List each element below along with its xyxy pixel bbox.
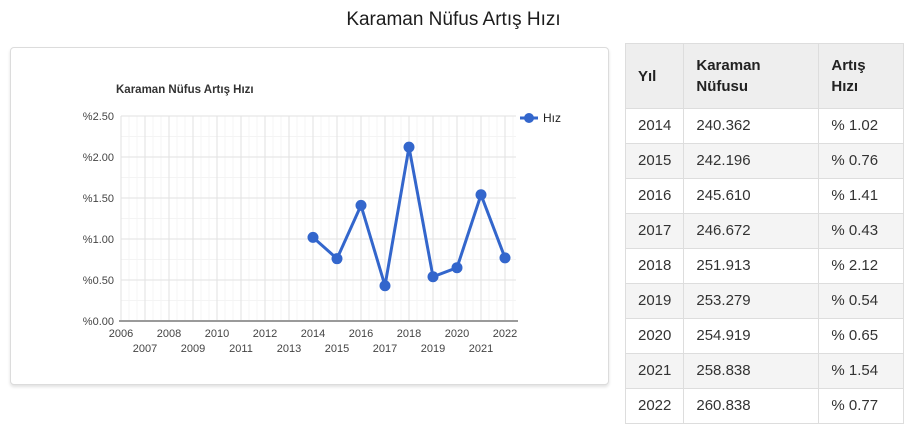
x-axis-tick-label: 2009 <box>181 343 205 355</box>
population-cell: 253.279 <box>683 283 820 319</box>
year-cell: 2019 <box>624 283 685 319</box>
x-axis-tick-label: 2022 <box>493 328 517 340</box>
data-point[interactable] <box>451 262 463 274</box>
data-point[interactable] <box>403 141 415 153</box>
year-cell: 2022 <box>624 388 685 424</box>
table-row: 2015 242.196% 0.76 <box>624 143 905 179</box>
y-axis-tick-label: %2.50 <box>83 111 114 123</box>
table-row: 2017 246.672% 0.43 <box>624 213 905 249</box>
year-cell: 2018 <box>624 248 685 284</box>
population-cell: 242.196 <box>683 143 820 179</box>
growth-rate-cell: % 1.02 <box>818 108 905 144</box>
year-cell: 2015 <box>624 143 685 179</box>
year-cell: 2017 <box>624 213 685 249</box>
population-cell: 258.838 <box>683 353 820 389</box>
column-header-year: Yıl <box>624 43 685 109</box>
growth-rate-cell: % 1.54 <box>818 353 905 389</box>
growth-rate-cell: % 2.12 <box>818 248 905 284</box>
y-axis-tick-label: %0.00 <box>83 316 114 328</box>
data-point[interactable] <box>379 280 391 292</box>
population-cell: 251.913 <box>683 248 820 284</box>
page-title: Karaman Nüfus Artış Hızı <box>346 9 561 30</box>
chart-card: %0.00 %0.50 %1.00 %1.50 %2.00 %2.50 2006 2007 20… <box>10 47 609 385</box>
column-header-growth-rate: Artış Hızı <box>818 43 905 109</box>
x-axis-tick-label: 2006 <box>109 328 133 340</box>
population-table-container: Yıl Karaman Nüfusu Artış Hızı 2014 240.362%… <box>624 43 905 424</box>
table-row: 2014 240.362% 1.02 <box>624 108 905 144</box>
x-axis-tick-label: 2012 <box>253 328 277 340</box>
table-body: 2014 240.362% 1.02 2015 242.196% 0.76 2016 24… <box>624 108 905 424</box>
x-axis-tick-label: 2018 <box>397 328 421 340</box>
data-point[interactable] <box>475 189 487 201</box>
x-axis-tick-label: 2016 <box>349 328 373 340</box>
table-row: 2020 254.919% 0.65 <box>624 318 905 354</box>
year-cell: 2016 <box>624 178 685 214</box>
gridlines <box>120 115 516 321</box>
x-axis-tick-label: 2017 <box>373 343 397 355</box>
table-row: 2018 251.913% 2.12 <box>624 248 905 284</box>
population-growth-line-chart[interactable]: %0.00%0.50%1.00%1.50%2.00%2.502006200720… <box>11 48 608 384</box>
population-table: Yıl Karaman Nüfusu Artış Hızı 2014 240.362%… <box>624 43 905 424</box>
legend: Hız <box>520 111 561 125</box>
table-row: 2016 245.610% 1.41 <box>624 178 905 214</box>
x-axis-tick-label: 2007 <box>133 343 157 355</box>
year-cell: 2021 <box>624 353 685 389</box>
growth-rate-cell: % 0.43 <box>818 213 905 249</box>
growth-rate-cell: % 0.54 <box>818 283 905 319</box>
column-header-population: Karaman Nüfusu <box>683 43 820 109</box>
growth-rate-cell: % 0.65 <box>818 318 905 354</box>
x-axis-tick-label: 2020 <box>445 328 469 340</box>
y-axis-tick-label: %1.00 <box>83 234 114 246</box>
growth-rate-cell: % 1.41 <box>818 178 905 214</box>
x-axis-tick-label: 2011 <box>229 343 253 355</box>
table-row: 2022 260.838% 0.77 <box>624 388 905 424</box>
population-cell: 254.919 <box>683 318 820 354</box>
y-axis-tick-label: %2.00 <box>83 152 114 164</box>
table-row: 2019 253.279% 0.54 <box>624 283 905 319</box>
growth-rate-cell: % 0.76 <box>818 143 905 179</box>
x-axis-tick-label: 2015 <box>325 343 349 355</box>
data-point[interactable] <box>499 252 511 264</box>
x-axis-tick-label: 2013 <box>277 343 301 355</box>
x-axis-tick-label: 2010 <box>205 328 229 340</box>
data-point[interactable] <box>331 253 343 265</box>
x-axis-tick-label: 2008 <box>157 328 181 340</box>
y-axis-tick-label: %1.50 <box>83 193 114 205</box>
chart-title: Karaman Nüfus Artış Hızı <box>116 84 254 96</box>
table-row: 2021 258.838% 1.54 <box>624 353 905 389</box>
table-header-row: Yıl Karaman Nüfusu Artış Hızı <box>624 43 905 109</box>
year-cell: 2020 <box>624 318 685 354</box>
population-cell: 260.838 <box>683 388 820 424</box>
data-point[interactable] <box>307 231 319 243</box>
legend-item-label: Hız <box>543 111 561 125</box>
x-axis-tick-label: 2014 <box>301 328 325 340</box>
axis-labels: %0.00%0.50%1.00%1.50%2.00%2.502006200720… <box>83 111 517 355</box>
population-cell: 245.610 <box>683 178 820 214</box>
legend-marker-icon <box>524 113 534 123</box>
growth-rate-cell: % 0.77 <box>818 388 905 424</box>
population-cell: 246.672 <box>683 213 820 249</box>
data-point[interactable] <box>355 199 367 211</box>
x-axis-tick-label: 2021 <box>469 343 493 355</box>
data-point[interactable] <box>427 271 439 283</box>
y-axis-tick-label: %0.50 <box>83 275 114 287</box>
year-cell: 2014 <box>624 108 685 144</box>
x-axis-tick-label: 2019 <box>421 343 445 355</box>
table-header: Yıl Karaman Nüfusu Artış Hızı <box>624 43 905 109</box>
population-cell: 240.362 <box>683 108 820 144</box>
